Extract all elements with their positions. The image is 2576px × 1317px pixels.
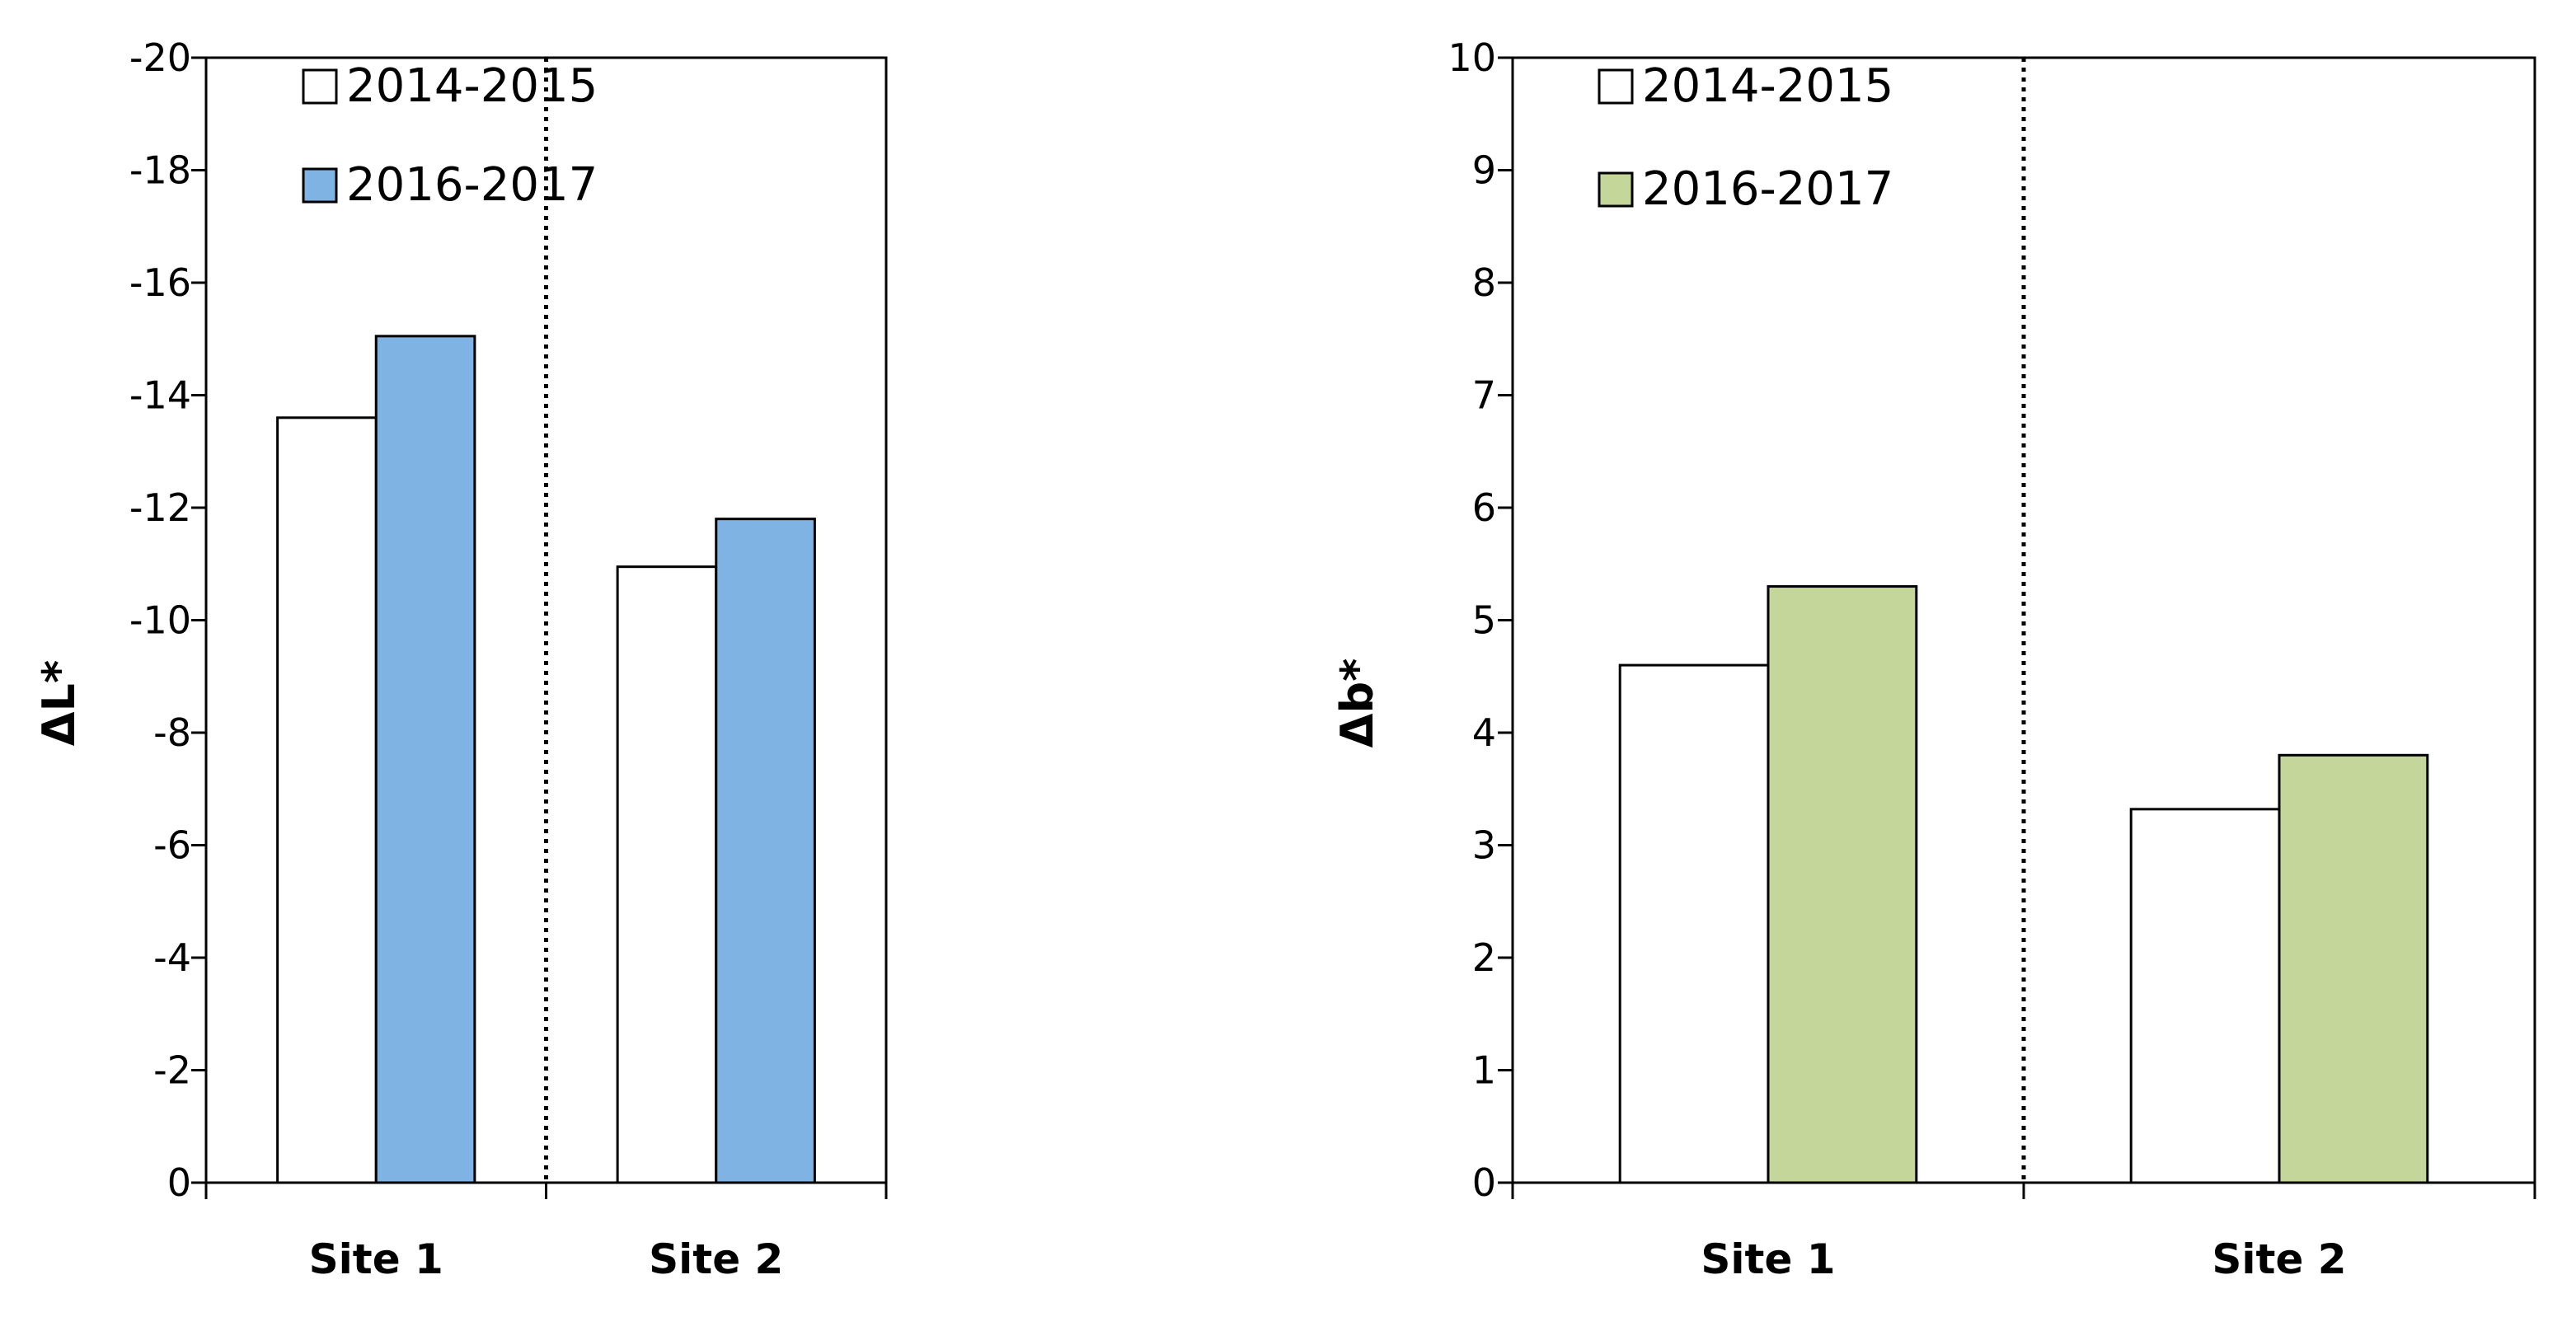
y-tick-label: -2 <box>153 1048 191 1093</box>
y-tick-label: -14 <box>129 373 191 418</box>
bar-2-site-2 <box>715 518 816 1184</box>
x-category-label: Site 2 <box>2212 1235 2346 1283</box>
chart-2: 0 1 2 3 4 5 6 7 8 9 10 Site 1 Site 2 Δb* 2014-2015 2016… <box>1331 35 2536 1283</box>
y-tick-label: 6 <box>1472 485 1496 530</box>
y-tick-label: -20 <box>129 35 191 80</box>
y-tick-label: -16 <box>129 260 191 305</box>
legend-label: 2014-2015 <box>346 59 598 113</box>
y-axis-label: ΔL* <box>33 660 85 746</box>
y-tick-label: 2 <box>1472 935 1496 980</box>
y-tick-label: 5 <box>1472 598 1496 643</box>
bar-2-site-1 <box>1767 585 1918 1184</box>
legend-label: 2016-2017 <box>346 158 598 212</box>
y-tick-label: -8 <box>153 710 191 755</box>
legend-swatch <box>302 167 338 204</box>
y-tick-label: 0 <box>167 1160 191 1205</box>
bar-1-site-2 <box>616 565 718 1184</box>
y-tick-label: 7 <box>1472 373 1496 418</box>
y-tick-label: 4 <box>1472 710 1496 755</box>
chart-1: 0 -2 -4 -6 -8 -10 -12 -14 -16 -18 -20 Site 1 Site 2 Δ… <box>33 35 888 1283</box>
legend-swatch <box>1598 68 1634 105</box>
legend-label: 2016-2017 <box>1642 162 1893 216</box>
y-tick-label: -4 <box>153 935 191 980</box>
bar-1-site-1 <box>276 416 378 1184</box>
y-axis-label: Δb* <box>1331 658 1383 748</box>
legend: 2014-2015 2016-2017 <box>1598 59 1893 216</box>
bar-1-site-1 <box>1618 663 1770 1184</box>
y-tick-label: -18 <box>129 148 191 193</box>
bar-2-site-1 <box>374 335 476 1184</box>
legend-swatch <box>302 68 338 105</box>
y-tick-label: 8 <box>1472 260 1496 305</box>
y-tick-label: -6 <box>153 823 191 868</box>
y-tick-label: -10 <box>129 598 191 643</box>
x-category-label: Site 1 <box>1701 1235 1835 1283</box>
y-tick-label: 0 <box>1472 1160 1496 1205</box>
legend-swatch <box>1598 171 1634 208</box>
x-category-label: Site 2 <box>649 1235 783 1283</box>
y-tick-label: -12 <box>129 485 191 530</box>
y-tick-label: 1 <box>1472 1048 1496 1093</box>
bar-2-site-2 <box>2278 753 2429 1184</box>
legend: 2014-2015 2016-2017 <box>302 59 598 212</box>
bar-1-site-2 <box>2129 808 2281 1184</box>
y-tick-label: 9 <box>1472 148 1496 193</box>
x-category-label: Site 1 <box>309 1235 443 1283</box>
y-tick-label: 3 <box>1472 823 1496 868</box>
y-tick-label: 10 <box>1448 35 1496 80</box>
legend-label: 2014-2015 <box>1642 59 1893 113</box>
